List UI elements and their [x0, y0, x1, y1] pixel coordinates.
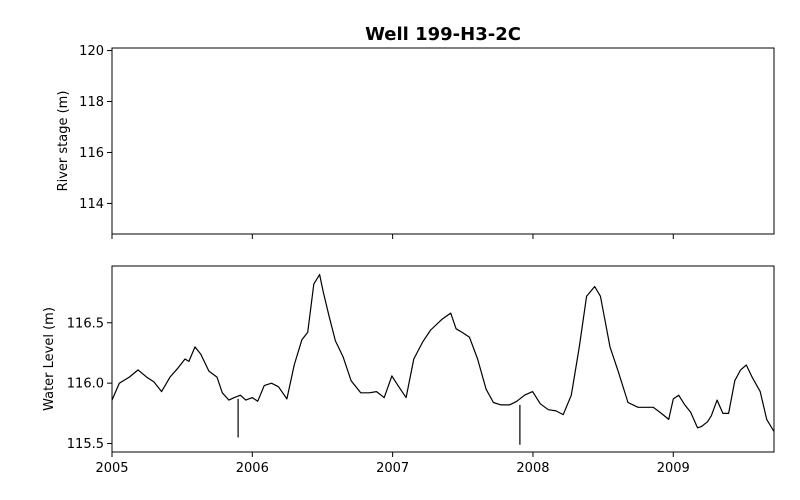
river-stage-y-tick-label: 118 — [79, 95, 104, 110]
water-level-y-tick-label: 116.0 — [67, 377, 104, 392]
water-level-line — [111, 273, 775, 432]
water-level-x-tick-label: 2009 — [657, 461, 690, 476]
river-stage-panel: 114 116 118 120 River stage (m) — [56, 44, 775, 239]
water-level-panel: 115.5 116.0 116.5 2005 2006 2007 2008 2009 Wat… — [42, 265, 775, 476]
water-level-frame — [111, 265, 775, 453]
water-level-x-tick-label: 2006 — [236, 461, 269, 476]
river-stage-y-label: River stage (m) — [56, 91, 71, 192]
river-stage-x-ticks — [111, 234, 674, 239]
water-level-x-ticks: 2005 2006 2007 2008 2009 — [95, 452, 690, 476]
river-stage-y-tick-label: 120 — [79, 44, 104, 59]
water-level-y-ticks: 115.5 116.0 116.5 — [67, 316, 112, 452]
water-level-x-tick-label: 2005 — [95, 461, 128, 476]
river-stage-y-tick-label: 114 — [79, 197, 104, 212]
water-level-y-tick-label: 115.5 — [67, 437, 104, 452]
chart-title: Well 199-H3-2C — [365, 24, 521, 45]
water-level-x-tick-label: 2008 — [516, 461, 549, 476]
water-level-y-tick-label: 116.5 — [67, 316, 104, 331]
water-level-y-label: Water Level (m) — [42, 307, 57, 411]
river-stage-frame — [111, 47, 775, 235]
river-stage-y-tick-label: 116 — [79, 146, 104, 161]
water-level-x-tick-label: 2007 — [376, 461, 409, 476]
water-level-series — [111, 273, 775, 445]
river-stage-y-ticks: 114 116 118 120 — [79, 44, 112, 212]
